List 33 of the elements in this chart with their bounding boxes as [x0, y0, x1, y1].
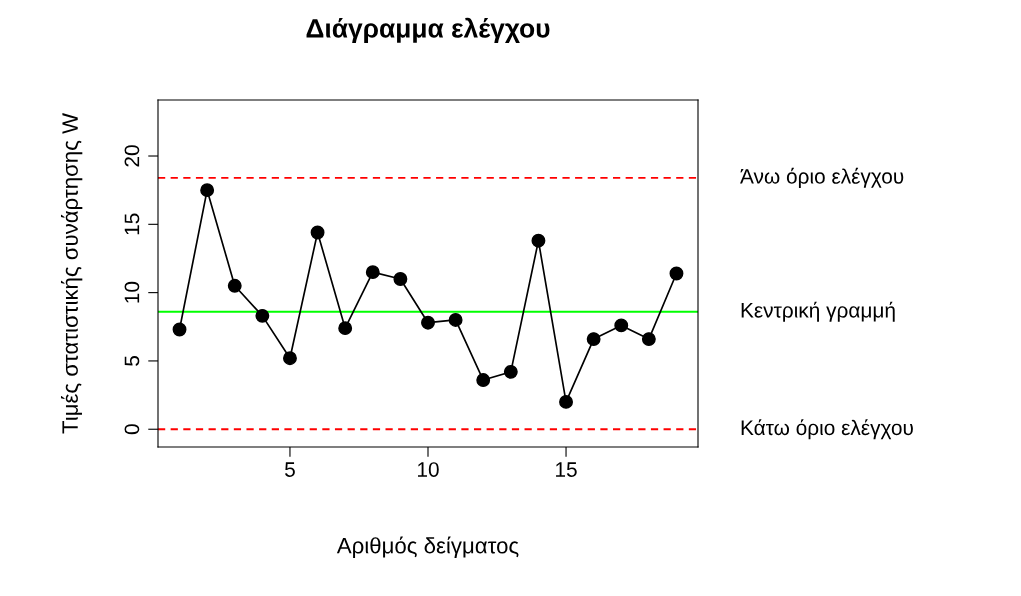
point	[338, 321, 353, 336]
y-tick-label: 10	[124, 281, 140, 303]
point	[283, 351, 297, 366]
y-axis-title: Τιμές στατιστικής συνάρτησης W	[60, 113, 83, 434]
y-tick-label: 0	[124, 424, 140, 435]
x-axis-title: Αριθμός δείγματος	[336, 536, 519, 558]
x-tick-label: 5	[285, 462, 295, 477]
point	[669, 266, 684, 281]
point	[586, 332, 601, 347]
point	[421, 315, 435, 330]
y-tick-label: 5	[124, 356, 140, 366]
point	[172, 322, 187, 337]
point	[503, 364, 518, 379]
point	[365, 265, 380, 280]
point	[227, 278, 242, 293]
ref-line-label: Κάτω όριο ελέγχου	[741, 419, 913, 440]
point	[531, 233, 546, 248]
point	[393, 272, 408, 286]
ref-line-label: Άνω όριο ελέγχου	[740, 167, 904, 188]
chart-title: Διάγραμμα ελέγχου	[306, 17, 550, 43]
x-tick-label: 10	[418, 462, 439, 477]
point	[200, 183, 215, 198]
ref-line-label: Κεντρική γραμμή	[741, 301, 895, 322]
x-tick-label: 15	[556, 462, 577, 477]
point	[310, 225, 325, 240]
point	[255, 308, 270, 323]
y-tick-label: 15	[124, 213, 140, 235]
point	[614, 318, 629, 333]
point	[448, 313, 463, 327]
point	[476, 373, 491, 388]
y-tick-label: 20	[124, 145, 140, 167]
point	[641, 332, 656, 347]
point	[559, 394, 573, 409]
